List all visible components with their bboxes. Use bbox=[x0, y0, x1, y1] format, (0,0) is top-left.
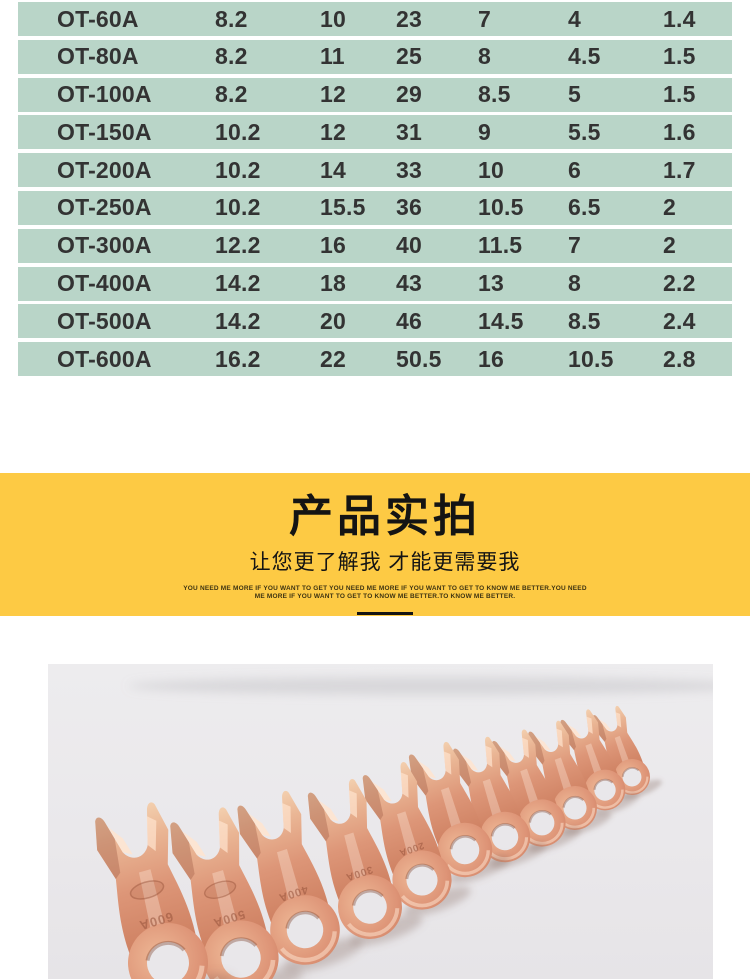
copper-lug: 500A bbox=[161, 799, 306, 979]
value-cell: 10 bbox=[478, 156, 504, 183]
value-cell: 8 bbox=[478, 43, 491, 70]
table-row: OT-300A 12.2 16 40 11.5 7 2 bbox=[18, 228, 732, 263]
value-cell: 8 bbox=[568, 270, 581, 297]
value-cell: 43 bbox=[396, 270, 422, 297]
section-subtitle: 让您更了解我 才能更需要我 bbox=[249, 551, 521, 574]
copper-lug: 400A bbox=[229, 783, 366, 979]
value-cell: 25 bbox=[396, 43, 422, 70]
model-cell: OT-100A bbox=[57, 81, 152, 108]
value-cell: 36 bbox=[396, 194, 422, 221]
value-cell: 20 bbox=[320, 307, 346, 334]
value-cell: 16 bbox=[478, 345, 504, 372]
copper-lug: 200A bbox=[356, 755, 474, 923]
value-cell: 8.2 bbox=[215, 81, 248, 108]
value-cell: 31 bbox=[396, 118, 422, 145]
section-title: 产品实拍 bbox=[289, 492, 481, 541]
value-cell: 10.5 bbox=[478, 194, 524, 221]
model-cell: OT-150A bbox=[57, 118, 152, 145]
model-cell: OT-300A bbox=[57, 232, 152, 259]
value-cell: 10.5 bbox=[568, 345, 614, 372]
value-cell: 5 bbox=[568, 81, 581, 108]
table-row: OT-80A 8.2 11 25 8 4.5 1.5 bbox=[18, 39, 732, 74]
value-cell: 12 bbox=[320, 118, 346, 145]
value-cell: 8.2 bbox=[215, 43, 248, 70]
copper-lug: 600A bbox=[86, 794, 237, 979]
model-cell: OT-600A bbox=[57, 345, 152, 372]
value-cell: 8.5 bbox=[568, 307, 601, 334]
value-cell: 11.5 bbox=[478, 232, 523, 259]
value-cell: 29 bbox=[396, 81, 422, 108]
banner-content: 产品实拍 让您更了解我 才能更需要我 YOU NEED ME MORE IF Y… bbox=[10, 495, 750, 615]
value-cell: 18 bbox=[320, 270, 346, 297]
value-cell: 14.5 bbox=[478, 307, 524, 334]
table-row: OT-400A 14.2 18 43 13 8 2.2 bbox=[18, 266, 732, 301]
value-cell: 8.2 bbox=[215, 5, 248, 32]
model-cell: OT-500A bbox=[57, 307, 152, 334]
value-cell: 7 bbox=[478, 5, 491, 32]
value-cell: 22 bbox=[320, 345, 346, 372]
value-cell: 10.2 bbox=[215, 118, 261, 145]
table-row: OT-100A 8.2 12 29 8.5 5 1.5 bbox=[18, 77, 732, 112]
value-cell: 16 bbox=[320, 232, 346, 259]
model-cell: OT-250A bbox=[57, 194, 152, 221]
value-cell: 1.4 bbox=[663, 5, 696, 32]
value-cell: 11 bbox=[320, 43, 345, 70]
table-row: OT-500A 14.2 20 46 14.5 8.5 2.4 bbox=[18, 304, 732, 339]
section-banner: 产品实拍 让您更了解我 才能更需要我 YOU NEED ME MORE IF Y… bbox=[0, 473, 750, 616]
table-row: OT-200A 10.2 14 33 10 6 1.7 bbox=[18, 153, 732, 188]
value-cell: 6.5 bbox=[568, 194, 601, 221]
value-cell: 5.5 bbox=[568, 118, 601, 145]
model-cell: OT-80A bbox=[57, 43, 139, 70]
copper-lug: 300A bbox=[300, 772, 426, 953]
value-cell: 10.2 bbox=[215, 156, 261, 183]
value-cell: 4 bbox=[568, 5, 581, 32]
value-cell: 10.2 bbox=[215, 194, 261, 221]
product-photo: 200A 300A 400A 500A 600A bbox=[48, 664, 713, 979]
section-tagline: YOU NEED ME MORE IF YOU WANT TO GET YOU … bbox=[10, 585, 750, 601]
value-cell: 50.5 bbox=[396, 345, 442, 372]
value-cell: 2.8 bbox=[663, 345, 696, 372]
value-cell: 2.4 bbox=[663, 307, 696, 334]
value-cell: 12 bbox=[320, 81, 346, 108]
table-row: OT-250A 10.2 15.5 36 10.5 6.5 2 bbox=[18, 190, 732, 225]
model-cell: OT-60A bbox=[57, 5, 139, 32]
value-cell: 1.7 bbox=[663, 156, 696, 183]
model-cell: OT-200A bbox=[57, 156, 152, 183]
value-cell: 2 bbox=[663, 232, 676, 259]
value-cell: 46 bbox=[396, 307, 422, 334]
value-cell: 15.5 bbox=[320, 194, 366, 221]
value-cell: 8.5 bbox=[478, 81, 511, 108]
tagline-line: YOU NEED ME MORE IF YOU WANT TO GET YOU … bbox=[183, 585, 587, 592]
value-cell: 14 bbox=[320, 156, 346, 183]
value-cell: 1.6 bbox=[663, 118, 696, 145]
value-cell: 4.5 bbox=[568, 43, 601, 70]
value-cell: 33 bbox=[396, 156, 422, 183]
value-cell: 40 bbox=[396, 232, 422, 259]
table-row: OT-150A 10.2 12 31 9 5.5 1.6 bbox=[18, 115, 732, 150]
value-cell: 1.5 bbox=[663, 81, 696, 108]
model-cell: OT-400A bbox=[57, 270, 152, 297]
value-cell: 13 bbox=[478, 270, 504, 297]
tagline-line: ME MORE IF YOU WANT TO GET TO KNOW ME BE… bbox=[254, 593, 516, 600]
value-cell: 6 bbox=[568, 156, 581, 183]
value-cell: 16.2 bbox=[215, 345, 261, 372]
value-cell: 10 bbox=[320, 5, 346, 32]
value-cell: 2 bbox=[663, 194, 676, 221]
value-cell: 23 bbox=[396, 5, 422, 32]
value-cell: 7 bbox=[568, 232, 581, 259]
table-row: OT-600A 16.2 22 50.5 16 10.5 2.8 bbox=[18, 342, 732, 377]
value-cell: 2.2 bbox=[663, 270, 696, 297]
value-cell: 1.5 bbox=[663, 43, 696, 70]
value-cell: 14.2 bbox=[215, 307, 261, 334]
value-cell: 12.2 bbox=[215, 232, 261, 259]
spec-table: OT-60A 8.2 10 23 7 4 1.4 OT-80A 8.2 11 2… bbox=[18, 2, 732, 380]
value-cell: 14.2 bbox=[215, 270, 261, 297]
value-cell: 9 bbox=[478, 118, 491, 145]
table-row: OT-60A 8.2 10 23 7 4 1.4 bbox=[18, 2, 732, 36]
title-underline bbox=[357, 612, 413, 615]
